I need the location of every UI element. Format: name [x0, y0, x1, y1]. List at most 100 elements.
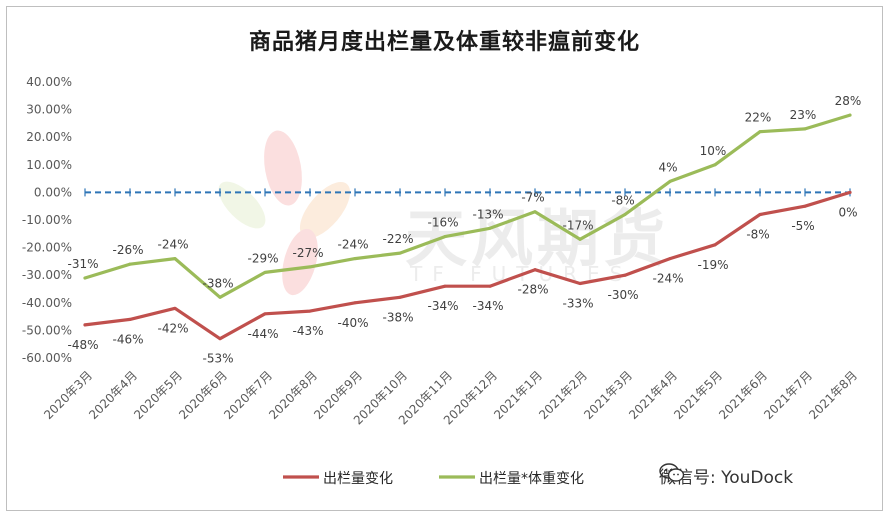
data-point — [848, 190, 852, 194]
data-point — [713, 163, 717, 167]
data-point — [668, 257, 672, 261]
y-axis: 40.00% 30.00% 20.00% 10.00% 0.00% -10.00% -20.… — [22, 75, 72, 365]
data-point — [758, 212, 762, 216]
data-point — [218, 337, 222, 341]
data-label: 22% — [745, 111, 772, 125]
data-point — [803, 127, 807, 131]
chart-title: 商品猪月度出栏量及体重较非瘟前变化 — [248, 30, 640, 55]
data-label: -48% — [67, 338, 98, 352]
y-tick-label: -20.00% — [22, 241, 72, 255]
x-tick-label: 2021年8月 — [806, 368, 860, 422]
y-tick-label: 10.00% — [26, 158, 72, 172]
data-label: -38% — [202, 276, 233, 290]
legend: 出栏量变化 出栏量*体重变化 — [283, 471, 584, 487]
y-tick-label: -50.00% — [22, 323, 72, 337]
data-point — [623, 212, 627, 216]
legend-label-1: 出栏量变化 — [323, 471, 393, 487]
y-tick-label: 40.00% — [26, 75, 72, 89]
data-label: -38% — [382, 310, 413, 324]
data-point — [623, 273, 627, 277]
data-label: -16% — [427, 216, 458, 230]
data-label: -30% — [607, 288, 638, 302]
data-point — [173, 257, 177, 261]
legend-label-2: 出栏量*体重变化 — [479, 471, 584, 487]
chart-frame — [6, 6, 883, 511]
data-point — [443, 284, 447, 288]
zero-reference-line — [84, 188, 851, 197]
data-label: -43% — [292, 324, 323, 338]
data-point — [578, 237, 582, 241]
data-point — [398, 251, 402, 255]
data-point — [128, 262, 132, 266]
data-label: -7% — [521, 191, 544, 205]
y-tick-label: -10.00% — [22, 213, 72, 227]
wechat-text: 微信号: YouDock — [659, 468, 794, 488]
data-point — [488, 226, 492, 230]
data-label: -24% — [157, 238, 188, 252]
data-label: -29% — [247, 251, 278, 265]
data-point — [83, 276, 87, 280]
data-label: -34% — [472, 299, 503, 313]
data-point — [758, 130, 762, 134]
data-label: -53% — [202, 352, 233, 366]
watermark-logo — [218, 130, 351, 296]
data-label: -40% — [337, 316, 368, 330]
data-point — [263, 312, 267, 316]
data-label: -46% — [112, 332, 143, 346]
data-point — [803, 204, 807, 208]
data-label: -17% — [562, 218, 593, 232]
data-point — [848, 113, 852, 117]
data-label: -24% — [652, 272, 683, 286]
data-point — [263, 270, 267, 274]
data-label: -8% — [746, 227, 769, 241]
wechat-id: 微信号: YouDock — [659, 463, 793, 488]
data-point — [488, 284, 492, 288]
data-point — [533, 268, 537, 272]
data-point — [713, 243, 717, 247]
watermark: 天风期货 — [405, 202, 670, 275]
y-tick-label: -30.00% — [22, 268, 72, 282]
data-point — [443, 235, 447, 239]
series-layer — [83, 113, 852, 341]
data-label: -13% — [472, 207, 503, 221]
data-point — [173, 306, 177, 310]
y-tick-label: 30.00% — [26, 103, 72, 117]
data-label: -31% — [67, 257, 98, 271]
data-label: -33% — [562, 296, 593, 310]
data-point — [308, 265, 312, 269]
y-tick-label: 0.00% — [34, 185, 72, 199]
data-label: 4% — [658, 160, 677, 174]
data-label: -42% — [157, 321, 188, 335]
data-label: -22% — [382, 232, 413, 246]
x-axis: 2020年3月2020年4月2020年5月2020年6月2020年7月2020年… — [41, 368, 860, 427]
data-labels: -48% -46% -42% -53% -44% -43% -40% -38% -34% -34%… — [67, 94, 861, 366]
data-label: 28% — [835, 94, 862, 108]
series-line-2 — [83, 113, 852, 299]
data-label: -44% — [247, 327, 278, 341]
y-tick-label: 20.00% — [26, 130, 72, 144]
y-tick-label: -40.00% — [22, 296, 72, 310]
data-label: -34% — [427, 299, 458, 313]
data-label: -5% — [791, 219, 814, 233]
data-point — [218, 295, 222, 299]
data-label: -27% — [292, 246, 323, 260]
data-point — [353, 257, 357, 261]
data-label: 23% — [790, 108, 817, 122]
data-point — [128, 317, 132, 321]
data-label: -19% — [697, 258, 728, 272]
data-label: 0% — [838, 205, 857, 219]
data-point — [398, 295, 402, 299]
data-point — [533, 210, 537, 214]
y-tick-label: -60.00% — [22, 351, 72, 365]
wechat-icon — [659, 463, 685, 482]
data-point — [353, 301, 357, 305]
data-point — [308, 309, 312, 313]
data-point — [83, 323, 87, 327]
data-label: -26% — [112, 243, 143, 257]
data-label: -28% — [517, 283, 548, 297]
series-line-1 — [83, 190, 852, 341]
data-label: 10% — [700, 144, 727, 158]
data-point — [578, 281, 582, 285]
data-point — [668, 179, 672, 183]
